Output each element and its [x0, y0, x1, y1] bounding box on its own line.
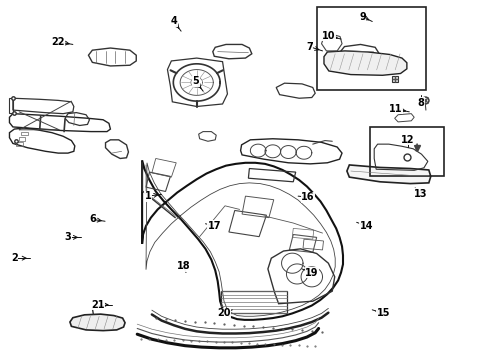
Text: 2: 2	[11, 253, 18, 263]
Text: 3: 3	[64, 232, 71, 242]
Polygon shape	[324, 51, 406, 75]
Text: 15: 15	[376, 309, 389, 318]
Text: 20: 20	[217, 309, 230, 318]
Polygon shape	[346, 165, 430, 184]
Text: 7: 7	[305, 42, 312, 51]
Text: 18: 18	[176, 261, 190, 271]
Text: 16: 16	[301, 192, 314, 202]
Polygon shape	[70, 314, 125, 330]
Text: 21: 21	[91, 300, 105, 310]
Text: 12: 12	[400, 135, 414, 145]
Text: 17: 17	[207, 221, 221, 231]
Text: 9: 9	[358, 12, 365, 22]
Text: 6: 6	[89, 215, 96, 224]
Bar	[316, 7, 425, 90]
Bar	[369, 127, 444, 176]
Text: 19: 19	[305, 267, 318, 278]
Text: 22: 22	[51, 37, 65, 47]
Text: 1: 1	[144, 191, 151, 201]
Text: 10: 10	[321, 31, 334, 41]
Text: 5: 5	[192, 76, 199, 86]
Text: 8: 8	[417, 98, 424, 108]
Text: 13: 13	[413, 189, 427, 199]
Text: 14: 14	[359, 221, 372, 231]
Text: 4: 4	[170, 17, 177, 27]
Text: 11: 11	[388, 104, 402, 114]
